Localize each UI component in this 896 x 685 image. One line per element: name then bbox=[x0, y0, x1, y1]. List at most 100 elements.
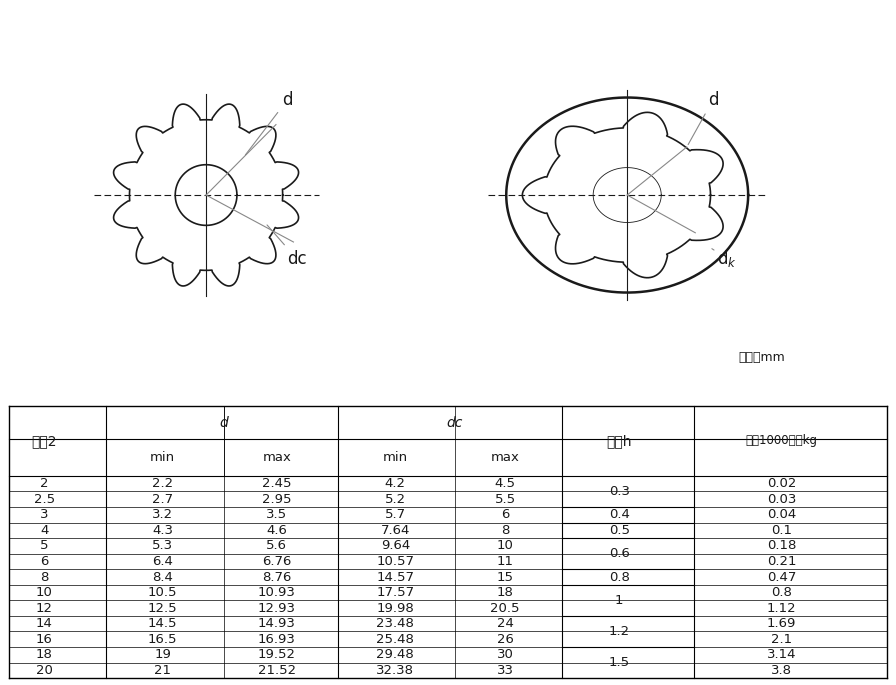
Text: 12.93: 12.93 bbox=[258, 601, 296, 614]
Text: max: max bbox=[491, 451, 520, 464]
Text: 21.52: 21.52 bbox=[258, 664, 296, 677]
Text: 3.8: 3.8 bbox=[771, 664, 792, 677]
Text: 6: 6 bbox=[501, 508, 509, 521]
Text: 16.5: 16.5 bbox=[148, 633, 177, 646]
Text: 14.5: 14.5 bbox=[148, 617, 177, 630]
Text: 0.21: 0.21 bbox=[767, 555, 797, 568]
Text: 20.5: 20.5 bbox=[490, 601, 520, 614]
Text: 2.5: 2.5 bbox=[33, 493, 55, 506]
Text: 厚度h: 厚度h bbox=[607, 434, 632, 448]
Text: 3.14: 3.14 bbox=[767, 648, 797, 661]
Text: 24: 24 bbox=[496, 617, 513, 630]
Text: 2.1: 2.1 bbox=[771, 633, 792, 646]
Text: 10.93: 10.93 bbox=[258, 586, 296, 599]
Text: 规格2: 规格2 bbox=[31, 434, 56, 448]
Text: 5.5: 5.5 bbox=[495, 493, 515, 506]
Text: 33: 33 bbox=[496, 664, 513, 677]
Text: 每个1000件约kg: 每个1000件约kg bbox=[745, 434, 818, 447]
Text: 12: 12 bbox=[36, 601, 53, 614]
Text: 5.2: 5.2 bbox=[384, 493, 406, 506]
Text: 32.38: 32.38 bbox=[376, 664, 414, 677]
Text: 2.7: 2.7 bbox=[152, 493, 173, 506]
Text: 1.2: 1.2 bbox=[608, 625, 630, 638]
Text: 14.93: 14.93 bbox=[258, 617, 296, 630]
Text: 0.6: 0.6 bbox=[608, 547, 630, 560]
Text: 25.48: 25.48 bbox=[376, 633, 414, 646]
Text: 19.98: 19.98 bbox=[376, 601, 414, 614]
Text: 12.5: 12.5 bbox=[148, 601, 177, 614]
Text: d: d bbox=[688, 90, 719, 145]
Text: 10: 10 bbox=[36, 586, 53, 599]
Text: 1: 1 bbox=[615, 594, 624, 607]
Text: 4.6: 4.6 bbox=[266, 524, 288, 537]
Text: 10.5: 10.5 bbox=[148, 586, 177, 599]
Text: 8: 8 bbox=[40, 571, 48, 584]
Text: 30: 30 bbox=[496, 648, 513, 661]
Text: 6.4: 6.4 bbox=[152, 555, 173, 568]
Text: 19: 19 bbox=[154, 648, 171, 661]
Text: 0.18: 0.18 bbox=[767, 539, 797, 552]
Text: 6: 6 bbox=[40, 555, 48, 568]
Text: 8: 8 bbox=[501, 524, 509, 537]
Text: 2.45: 2.45 bbox=[262, 477, 291, 490]
Text: 26: 26 bbox=[496, 633, 513, 646]
Text: 0.8: 0.8 bbox=[771, 586, 792, 599]
Text: min: min bbox=[150, 451, 176, 464]
Text: d$_k$: d$_k$ bbox=[712, 248, 737, 269]
Text: 10: 10 bbox=[496, 539, 513, 552]
Text: 7.64: 7.64 bbox=[381, 524, 410, 537]
Text: 18: 18 bbox=[496, 586, 513, 599]
Text: 4.5: 4.5 bbox=[495, 477, 515, 490]
Text: min: min bbox=[383, 451, 408, 464]
Text: 2: 2 bbox=[39, 477, 48, 490]
Text: 6.76: 6.76 bbox=[263, 555, 291, 568]
Text: 0.4: 0.4 bbox=[608, 508, 630, 521]
Text: 0.8: 0.8 bbox=[608, 571, 630, 584]
Text: d: d bbox=[220, 416, 228, 429]
Text: 5: 5 bbox=[39, 539, 48, 552]
Text: 4: 4 bbox=[40, 524, 48, 537]
Text: max: max bbox=[263, 451, 291, 464]
Text: 0.1: 0.1 bbox=[771, 524, 792, 537]
Text: 21: 21 bbox=[154, 664, 171, 677]
Text: 2.2: 2.2 bbox=[152, 477, 173, 490]
Text: 18: 18 bbox=[36, 648, 53, 661]
Text: 1.12: 1.12 bbox=[767, 601, 797, 614]
Text: 14: 14 bbox=[36, 617, 53, 630]
Text: 0.02: 0.02 bbox=[767, 477, 797, 490]
Text: 15: 15 bbox=[496, 571, 513, 584]
Text: 19.52: 19.52 bbox=[258, 648, 296, 661]
Text: 单位：mm: 单位：mm bbox=[738, 351, 785, 364]
Text: 4.2: 4.2 bbox=[384, 477, 406, 490]
Text: 0.03: 0.03 bbox=[767, 493, 797, 506]
Text: 1.69: 1.69 bbox=[767, 617, 797, 630]
Text: dc: dc bbox=[267, 225, 306, 268]
Text: 14.57: 14.57 bbox=[376, 571, 414, 584]
Text: 4.3: 4.3 bbox=[152, 524, 173, 537]
Text: 5.3: 5.3 bbox=[152, 539, 173, 552]
Text: 29.48: 29.48 bbox=[376, 648, 414, 661]
Text: 0.47: 0.47 bbox=[767, 571, 797, 584]
Text: 16: 16 bbox=[36, 633, 53, 646]
Text: 20: 20 bbox=[36, 664, 53, 677]
Text: 3: 3 bbox=[39, 508, 48, 521]
Text: d: d bbox=[246, 90, 293, 155]
Text: 11: 11 bbox=[496, 555, 513, 568]
Text: 0.5: 0.5 bbox=[608, 524, 630, 537]
Text: 16.93: 16.93 bbox=[258, 633, 296, 646]
Text: 0.04: 0.04 bbox=[767, 508, 797, 521]
Text: 17.57: 17.57 bbox=[376, 586, 414, 599]
Text: 5.7: 5.7 bbox=[384, 508, 406, 521]
Text: 3.5: 3.5 bbox=[266, 508, 288, 521]
Text: 10.57: 10.57 bbox=[376, 555, 414, 568]
Text: 23.48: 23.48 bbox=[376, 617, 414, 630]
Text: 9.64: 9.64 bbox=[381, 539, 410, 552]
Text: 0.3: 0.3 bbox=[608, 485, 630, 498]
Text: 3.2: 3.2 bbox=[152, 508, 173, 521]
Text: 5.6: 5.6 bbox=[266, 539, 288, 552]
Text: 1.5: 1.5 bbox=[608, 656, 630, 669]
Text: 8.76: 8.76 bbox=[263, 571, 291, 584]
Text: 8.4: 8.4 bbox=[152, 571, 173, 584]
Text: 2.95: 2.95 bbox=[262, 493, 291, 506]
Text: dc: dc bbox=[446, 416, 462, 429]
